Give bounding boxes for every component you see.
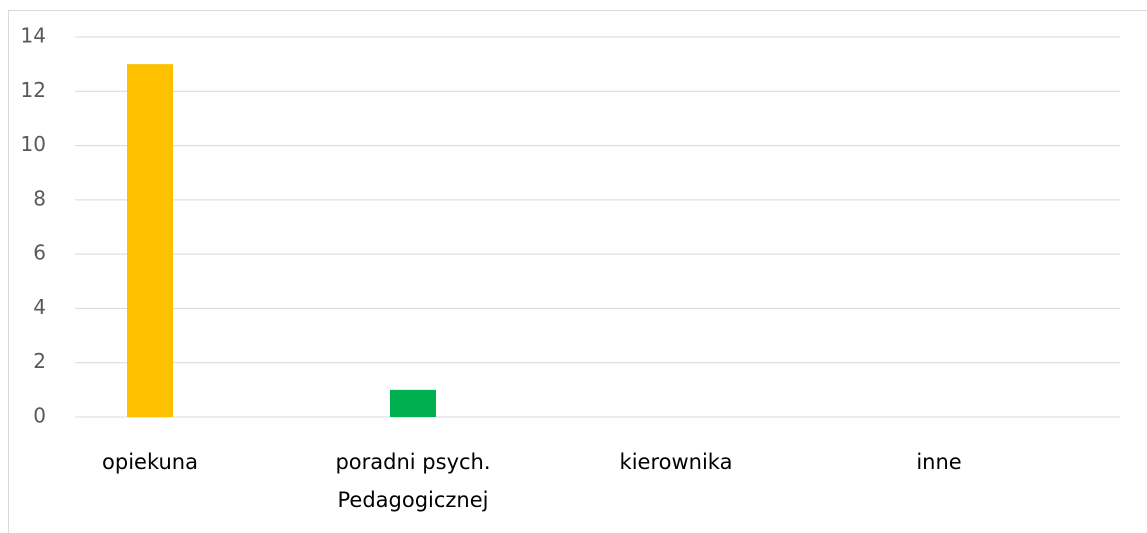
y-tick-label: 6 bbox=[33, 241, 46, 265]
x-tick-label: inne bbox=[916, 450, 962, 474]
y-tick-label: 4 bbox=[33, 295, 46, 319]
bar bbox=[127, 64, 173, 418]
x-tick-label: opiekuna bbox=[102, 450, 198, 474]
x-tick-label: kierownika bbox=[619, 450, 733, 474]
chart-frame bbox=[8, 10, 1147, 533]
y-tick-label: 14 bbox=[21, 24, 46, 48]
x-tick-label: poradni psych. Pedagogicznej bbox=[335, 450, 491, 512]
y-tick-label: 12 bbox=[21, 78, 46, 102]
y-tick-label: 2 bbox=[33, 349, 46, 373]
y-tick-label: 10 bbox=[21, 132, 46, 156]
bar bbox=[390, 389, 436, 417]
y-tick-label: 8 bbox=[33, 186, 46, 210]
y-tick-label: 0 bbox=[33, 404, 46, 428]
